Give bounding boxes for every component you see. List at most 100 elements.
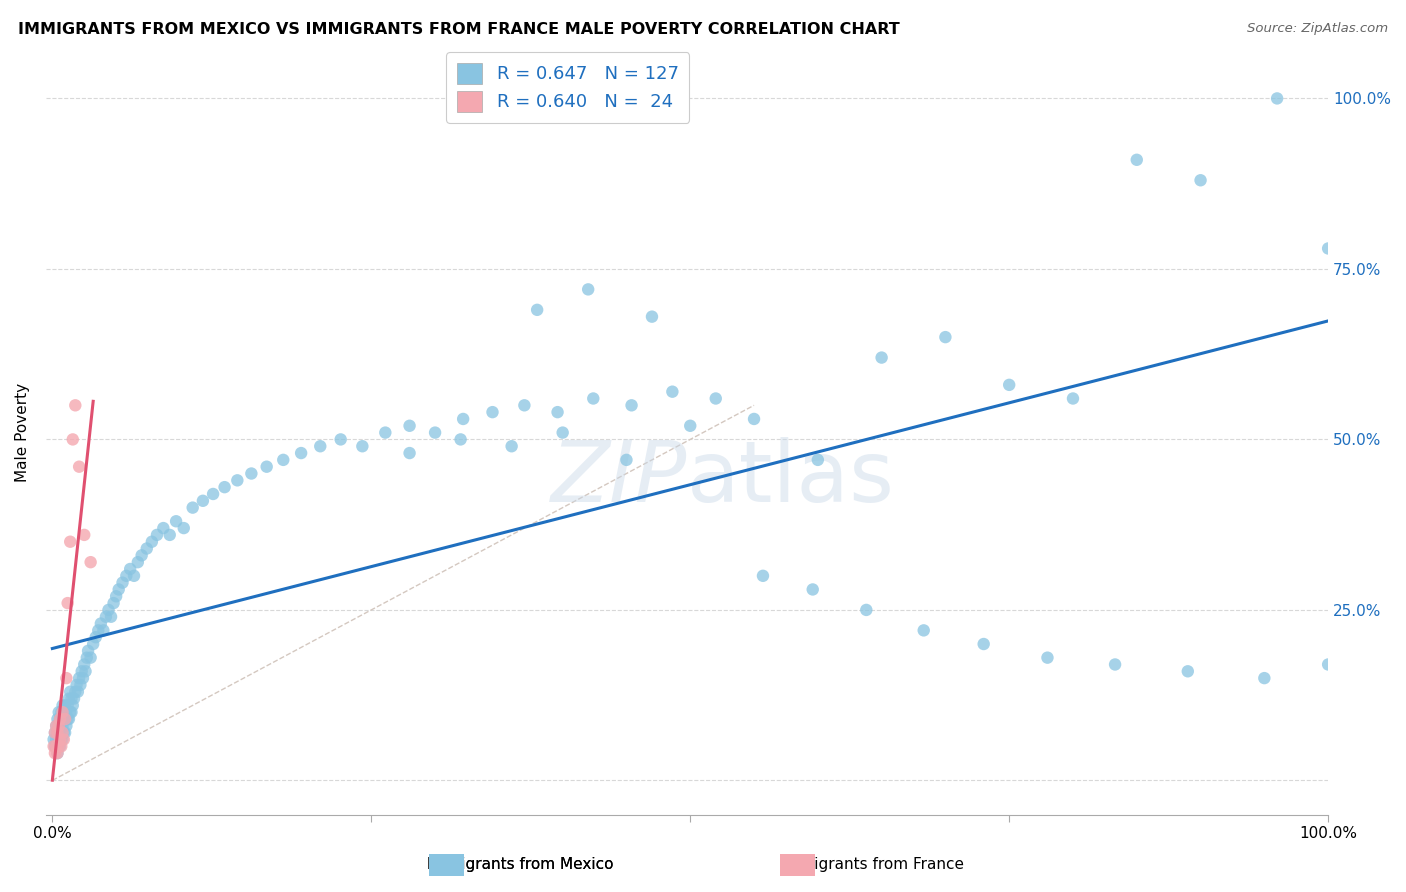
Point [51,732,73,747]
Point [49,732,72,747]
Point [582,392,605,406]
Point [1062,392,1084,406]
Point [450,433,472,447]
Point [576,282,599,296]
Point [159,528,181,542]
Point [105,589,128,603]
Point [45,739,67,754]
Point [97,603,120,617]
Point [1036,650,1059,665]
Text: ZIP: ZIP [551,437,688,520]
Point [679,418,702,433]
Point [62,433,84,447]
Point [51,739,73,754]
Point [45,719,67,733]
Point [93,624,115,638]
Point [1317,242,1340,256]
Point [49,712,72,726]
Point [48,719,70,733]
Point [202,487,225,501]
Point [146,528,169,542]
Legend: R = 0.647   N = 127, R = 0.640   N =  24: R = 0.647 N = 127, R = 0.640 N = 24 [446,52,689,123]
Point [60,691,83,706]
Point [48,719,70,733]
Point [70,665,93,679]
Point [807,453,830,467]
Point [45,732,67,747]
Point [165,514,187,528]
Point [1177,665,1199,679]
Point [87,624,110,638]
Point [44,725,66,739]
Point [1265,91,1288,105]
Point [73,528,96,542]
Point [65,685,87,699]
Point [51,719,73,733]
Point [84,630,107,644]
Y-axis label: Male Poverty: Male Poverty [15,383,30,483]
Point [801,582,824,597]
Point [352,439,374,453]
Text: atlas: atlas [688,437,896,520]
Point [120,562,142,576]
Point [547,405,569,419]
Point [271,453,294,467]
Point [115,569,138,583]
Point [329,433,352,447]
Point [59,534,82,549]
Text: Immigrants from France: Immigrants from France [780,857,963,872]
Point [44,739,66,754]
Point [67,671,90,685]
Point [870,351,893,365]
Point [48,739,70,754]
Point [451,412,474,426]
Point [62,698,84,713]
Point [48,705,70,719]
Point [67,459,90,474]
Point [1317,657,1340,672]
Point [49,739,72,754]
Point [69,678,91,692]
Text: Immigrants from Mexico: Immigrants from Mexico [427,857,613,872]
Point [290,446,312,460]
Point [173,521,195,535]
Point [56,698,79,713]
Point [100,609,122,624]
Point [94,609,117,624]
Point [181,500,204,515]
Point [52,712,75,726]
Point [65,678,87,692]
Point [51,705,73,719]
Point [752,569,775,583]
Point [501,439,523,453]
Point [661,384,683,399]
Point [122,569,145,583]
Point [53,725,76,739]
Point [51,725,73,739]
Point [49,725,72,739]
Point [912,624,935,638]
Point [76,650,98,665]
Point [1104,657,1126,672]
Text: Source: ZipAtlas.com: Source: ZipAtlas.com [1247,22,1388,36]
Point [42,739,65,754]
Point [53,712,76,726]
Point [226,473,249,487]
Point [309,439,332,453]
Point [45,739,67,754]
Point [66,685,89,699]
Point [73,657,96,672]
Point [60,705,83,719]
Point [56,712,79,726]
Point [56,596,79,610]
Point [75,665,97,679]
Point [44,746,66,760]
Point [214,480,236,494]
Point [59,685,82,699]
Point [374,425,396,440]
Point [131,549,153,563]
Point [63,691,86,706]
Point [398,446,420,460]
Point [46,712,69,726]
Point [855,603,877,617]
